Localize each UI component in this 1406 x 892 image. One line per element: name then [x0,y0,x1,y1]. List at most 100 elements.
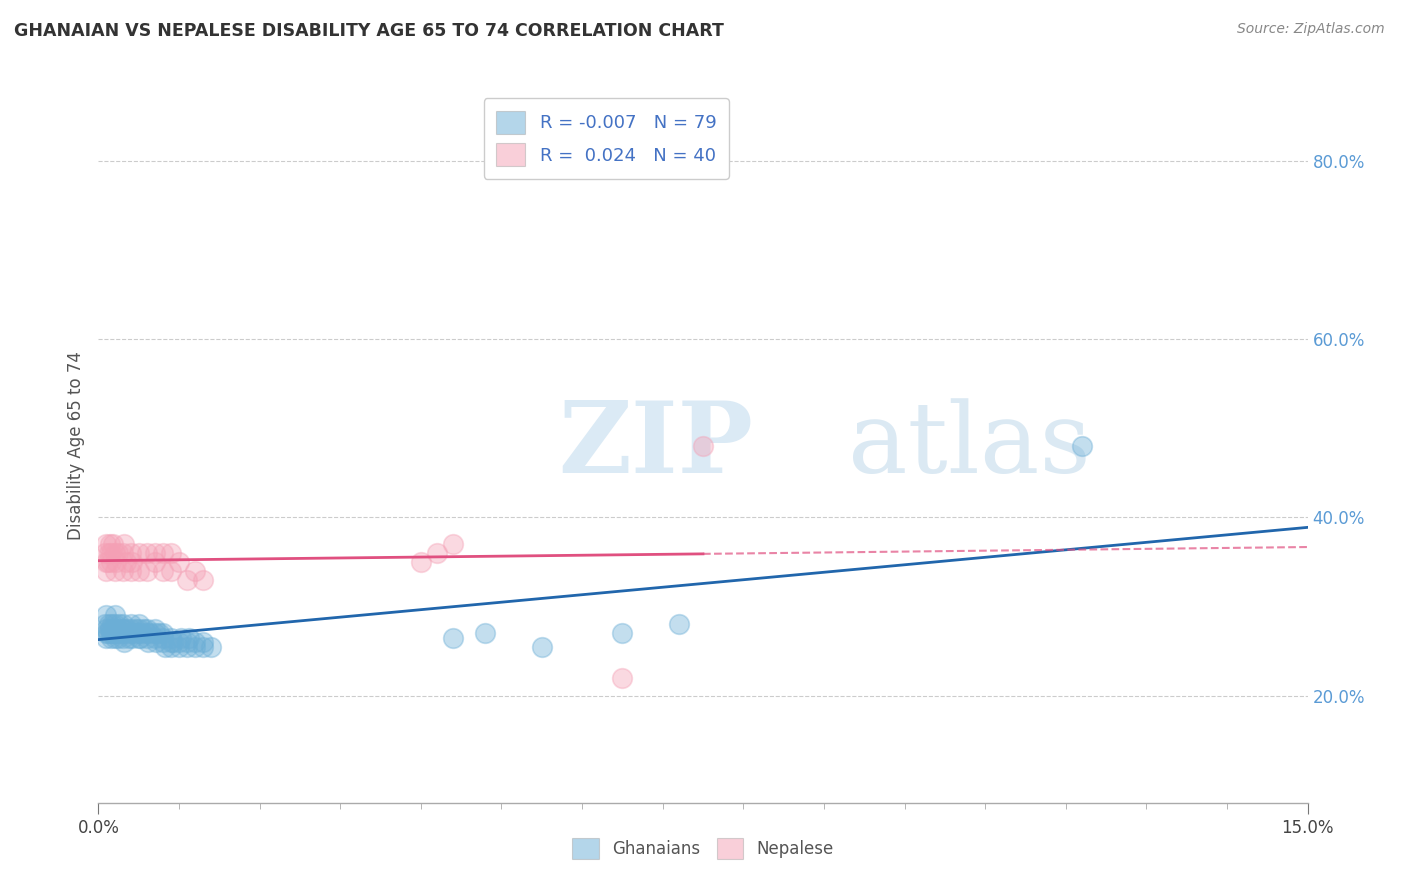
Point [160,546,183,560]
Point [105,626,128,640]
Point [1070,439,1092,453]
Point [96,608,118,623]
Point [105,555,128,569]
Point [160,635,183,649]
Point [143,555,166,569]
Point [152,626,174,640]
Point [118,631,141,645]
Point [100,555,122,569]
Text: atlas: atlas [848,398,1091,494]
Legend: Ghanaians, Nepalese: Ghanaians, Nepalese [565,831,841,866]
Point [193,640,215,654]
Point [530,640,553,654]
Point [160,640,183,654]
Point [692,439,714,453]
Point [103,626,125,640]
Point [111,546,134,560]
Point [131,626,153,640]
Point [184,564,207,578]
Point [128,622,150,636]
Point [112,635,135,649]
Point [103,617,125,632]
Point [97,555,120,569]
Point [101,537,124,551]
Point [114,626,136,640]
Point [100,546,122,560]
Point [112,537,135,551]
Point [111,631,134,645]
Point [103,546,125,560]
Text: Source: ZipAtlas.com: Source: ZipAtlas.com [1237,22,1385,37]
Point [103,622,125,636]
Point [176,573,198,587]
Point [153,640,176,654]
Point [96,631,118,645]
Point [111,564,134,578]
Point [103,564,125,578]
Y-axis label: Disability Age 65 to 74: Disability Age 65 to 74 [66,351,84,541]
Point [101,622,124,636]
Point [474,626,496,640]
Point [145,635,167,649]
Point [114,555,136,569]
Point [135,626,157,640]
Point [152,635,174,649]
Point [107,631,129,645]
Point [128,617,150,632]
Point [128,631,150,645]
Point [97,617,120,632]
Point [152,546,174,560]
Point [177,631,200,645]
Point [111,622,134,636]
Point [138,635,160,649]
Point [120,622,142,636]
Point [184,635,207,649]
Point [167,555,190,569]
Point [200,640,222,654]
Point [111,617,134,632]
Point [135,631,157,645]
Point [96,622,118,636]
Point [120,617,142,632]
Point [117,622,139,636]
Point [96,555,118,569]
Point [94,617,117,632]
Point [162,635,184,649]
Point [135,622,157,636]
Point [167,635,190,649]
Point [184,640,207,654]
Point [107,546,129,560]
Point [143,622,166,636]
Point [94,626,117,640]
Point [441,631,464,645]
Point [105,622,128,636]
Point [103,631,125,645]
Point [193,573,215,587]
Point [120,564,142,578]
Point [135,564,157,578]
Text: GHANAIAN VS NEPALESE DISABILITY AGE 65 TO 74 CORRELATION CHART: GHANAIAN VS NEPALESE DISABILITY AGE 65 T… [14,22,724,40]
Point [100,626,122,640]
Point [121,555,143,569]
Point [139,626,162,640]
Point [612,626,634,640]
Point [193,635,215,649]
Point [97,626,120,640]
Point [94,546,117,560]
Point [129,631,152,645]
Point [101,617,124,632]
Point [121,631,143,645]
Point [152,564,174,578]
Point [128,626,150,640]
Point [176,635,198,649]
Text: ZIP: ZIP [558,398,752,494]
Point [143,631,166,645]
Point [135,546,157,560]
Point [128,564,150,578]
Point [167,640,190,654]
Point [176,640,198,654]
Point [148,626,170,640]
Point [143,626,166,640]
Point [98,537,121,551]
Point [100,631,122,645]
